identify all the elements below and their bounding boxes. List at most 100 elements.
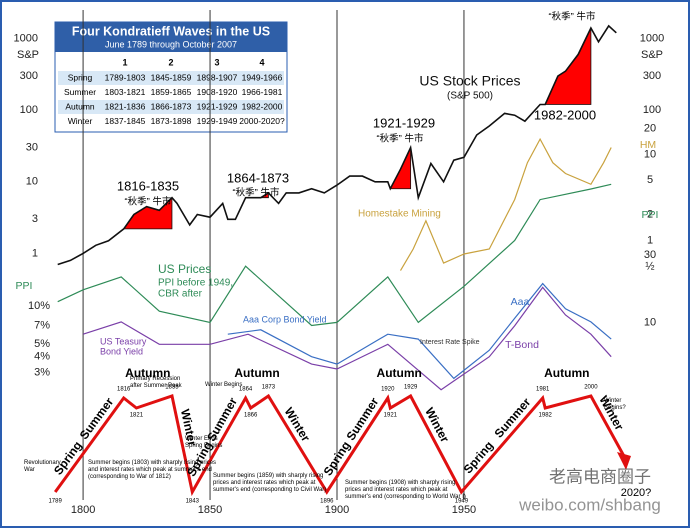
table-cell: 2000-2020? [239, 116, 285, 126]
bull-range: 1921-1929 [373, 115, 435, 130]
table-cell: Winter [68, 116, 93, 126]
x-tick-label: 1800 [71, 504, 95, 516]
season-label: Autumn [377, 366, 422, 380]
bull-sub: “秋季” 牛市 [125, 196, 172, 208]
chart-label: Homestake Mining [358, 209, 441, 220]
wave-year: 2000 [584, 385, 598, 391]
y-tick-label-right: 100 [643, 104, 661, 116]
wave-year: 1789 [48, 499, 62, 505]
y-tick-label: 300 [20, 70, 38, 82]
wave-year: 1835 [165, 385, 179, 391]
chart-label: Bond Yield [100, 346, 143, 356]
wave-year: 1843 [186, 499, 200, 505]
chart-label: CBR after [158, 289, 203, 300]
chart-label: Aaa Corp Bond Yield [243, 314, 327, 324]
table-column: 2 [168, 57, 173, 67]
watermark-name: 老高电商圈子 [549, 467, 651, 486]
table-cell: 1929-1949 [197, 116, 238, 126]
y4-tick-label: 7% [34, 320, 50, 332]
bull-range: 1816-1835 [117, 178, 179, 193]
wave-note: Summer begins (1908) with sharply rising… [345, 480, 466, 500]
x-tick-label: 1850 [198, 504, 222, 516]
chart-label: PPI before 1949, [158, 278, 233, 289]
y-tick-label-right: 300 [643, 70, 661, 82]
series-name: Aaa [511, 296, 530, 308]
season-label: Autumn [125, 366, 170, 380]
season-label: Autumn [544, 366, 589, 380]
table-subtitle: June 1789 through October 2007 [105, 39, 237, 49]
table-title: Four Kondratieff Waves in the US [72, 24, 270, 38]
wave-year: 1920 [381, 387, 395, 393]
y4-tick-label: 4% [34, 351, 50, 363]
y-tick-label: 1000 [14, 32, 38, 44]
y-axis-name: S&P [17, 49, 39, 61]
table-column: 1 [122, 57, 127, 67]
table-column: 3 [214, 57, 219, 67]
wave-line [53, 393, 627, 497]
y2-tick-label: 1 [647, 235, 653, 247]
x-tick-label: 1950 [452, 504, 476, 516]
wave-year: 1982 [539, 413, 553, 419]
table-cell: 1908-1920 [197, 87, 238, 97]
table-cell: 1821-1836 [105, 101, 146, 111]
series-line [227, 282, 612, 380]
table-cell: 1873-1898 [151, 116, 192, 126]
table-cell: 1803-1821 [105, 87, 146, 97]
wave-year: 1921 [384, 413, 398, 419]
table-cell: 1859-1865 [151, 87, 192, 97]
wave-note: Winter Begins [205, 382, 242, 388]
y4-tick-label: 3% [34, 366, 50, 378]
wave-note: Primary Recession after Summer Peak [130, 376, 183, 389]
table-cell: 1949-1966 [242, 72, 283, 82]
table-column: 4 [259, 57, 264, 67]
wave-note: Revolutionary War [24, 460, 61, 473]
y2-tick-label: 20 [644, 122, 656, 134]
chart-label: US Teasury [100, 336, 147, 346]
table-cell: 1837-1845 [105, 116, 146, 126]
wave-note: Summer begins (1859) with sharply rising… [213, 473, 326, 493]
wave-year: 1866 [244, 413, 258, 419]
table-cell: 1845-1859 [151, 72, 192, 82]
bull-sub: “秋季” 牛市 [377, 133, 424, 145]
wave-year: 1949 [455, 499, 469, 505]
y4-tick-label: 5% [34, 338, 50, 350]
y-tick-label: 30 [26, 142, 38, 154]
table-row-bg [58, 71, 284, 85]
y2-tick-label: 5 [647, 174, 653, 186]
chart-label: US Stock Prices [419, 73, 520, 89]
y2-tick-label: 2 [647, 209, 653, 221]
wave-year: 1981 [536, 387, 550, 393]
table-row-bg [58, 100, 284, 114]
series-line [82, 286, 612, 391]
x-tick-label: 1900 [325, 504, 349, 516]
wave-note: Winter Ends Spring Begins [185, 436, 222, 449]
y3-tick-label: 10 [644, 316, 656, 328]
series-name: T-Bond [505, 339, 539, 351]
season-label: Autumn [234, 366, 279, 380]
y4-tick-label: 10% [28, 300, 50, 312]
wave-year: 1873 [262, 385, 276, 391]
table-cell: 1982-2000 [242, 101, 283, 111]
wave-year: 1864 [239, 387, 253, 393]
series-name: HM [640, 139, 656, 151]
wave-year: 1929 [404, 385, 418, 391]
wave-table: Four Kondratieff Waves in the US June 17… [54, 21, 288, 133]
series-line [399, 137, 612, 271]
y-tick-label: 100 [20, 104, 38, 116]
table-cell: 1898-1907 [197, 72, 238, 82]
table-cell: Spring [68, 72, 93, 82]
table-cell: 1866-1873 [151, 101, 192, 111]
wave-note: Winter Begins? [604, 398, 626, 411]
y-axis-name-right: S&P [641, 49, 663, 61]
series-name: PPI [642, 209, 659, 221]
chart-label: (S&P 500) [447, 91, 493, 102]
wave-year: 1896 [320, 499, 334, 505]
table-cell: Autumn [65, 101, 95, 111]
bull-sub: “秋季” 牛市 [233, 187, 280, 199]
bull-range: 1864-1873 [227, 170, 289, 185]
wave-note: Summer begins (1803) with sharply rising… [88, 460, 216, 480]
table-cell: Summer [64, 87, 96, 97]
table-header [55, 22, 287, 52]
